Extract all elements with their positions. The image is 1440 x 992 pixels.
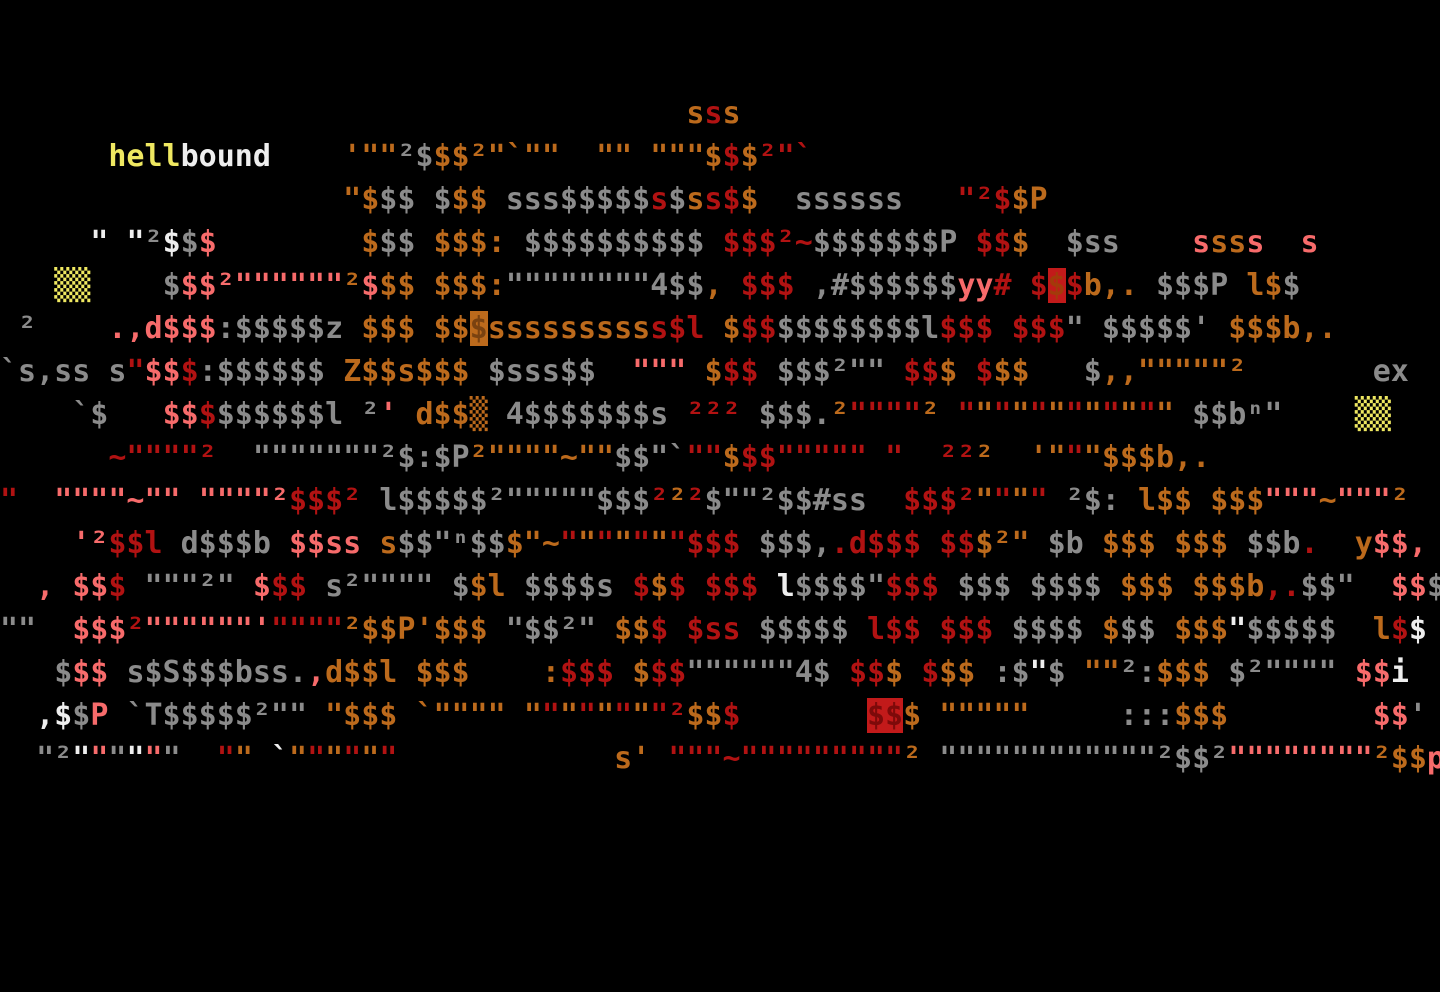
- art-row: hellbound '""²$$$²"`"" "" """$$$²"`: [108, 139, 813, 174]
- art-row: "$$$ $$$ sss$$$$$s$ss$$ ssssss "²$$P: [343, 182, 1048, 217]
- art-row: sss: [686, 96, 741, 131]
- art-row: '²$$l d$$$b $$ss s$$"ⁿ$$$"~"""""""$$$ $$…: [72, 526, 1427, 561]
- art-row: "²"""""" "" `"""""" s' """~"""""""""² ""…: [36, 741, 1440, 776]
- art-row: ▒▒ $$$²""""""²$$$ $$$:""""""""4$$, $$$ ,…: [54, 268, 1301, 303]
- art-row: ~""""² """""""²$:$P²""""~""$$"`""$$$""""…: [108, 440, 1211, 475]
- art-row: " "²$$$ $$$ $$$: $$$$$$$$$$ $$$²~$$$$$$$…: [90, 225, 1319, 260]
- art-row: ² .,d$$$:$$$$$z $$$ $$$ssssssssss$l $$$$…: [18, 311, 1337, 346]
- art-row: ,$$P `T$$$$$²"" "$$$ `"""" """"""""²$$$ …: [36, 698, 1427, 733]
- ansi-art: sss hellbound '""²$$$²"`"" "" """$$$²"` …: [0, 96, 1440, 776]
- art-row: $$$ s$S$$$bss.,d$$l $$$ :$$$ $$$""""""4$…: [54, 655, 1409, 690]
- art-row: "" $$$²""""""'""""²$$P'$$$ "$$²" $$$ $ss…: [0, 612, 1427, 647]
- art-row: " """"~"" """"²$$$² l$$$$$²"""""$$$²²²$"…: [0, 483, 1409, 518]
- art-row: , $$$ """²" $$$ s²"""" $$l $$$$s $$$ $$$…: [36, 569, 1440, 604]
- art-row: `s,ss s"$$$:$$$$$$ Z$$s$$$ $sss$$ """ $$…: [0, 354, 1409, 389]
- art-row: `$ $$$$$$$$$l ²' d$$▒ 4$$$$$$$s ²²² $$$.…: [72, 397, 1391, 432]
